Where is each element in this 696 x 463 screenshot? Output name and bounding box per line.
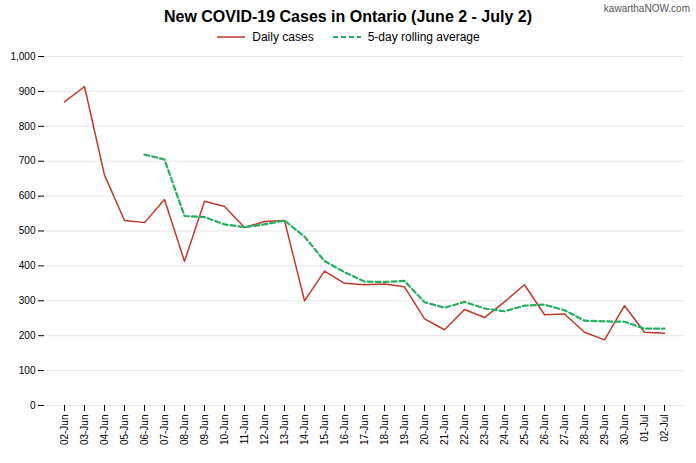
svg-text:700: 700 [19,155,36,166]
svg-text:900: 900 [19,86,36,97]
svg-text:04-Jun: 04-Jun [99,415,110,446]
svg-text:29-Jun: 29-Jun [599,415,610,446]
svg-text:13-Jun: 13-Jun [279,415,290,446]
svg-text:02-Jul: 02-Jul [659,415,670,442]
svg-text:200: 200 [19,330,36,341]
svg-text:15-Jun: 15-Jun [319,415,330,446]
svg-text:24-Jun: 24-Jun [499,415,510,446]
svg-text:26-Jun: 26-Jun [539,415,550,446]
svg-text:27-Jun: 27-Jun [559,415,570,446]
svg-text:22-Jun: 22-Jun [459,415,470,446]
svg-text:02-Jun: 02-Jun [59,415,70,446]
svg-text:06-Jun: 06-Jun [139,415,150,446]
svg-text:10-Jun: 10-Jun [219,415,230,446]
svg-text:18-Jun: 18-Jun [379,415,390,446]
svg-text:21-Jun: 21-Jun [439,415,450,446]
svg-text:25-Jun: 25-Jun [519,415,530,446]
svg-text:12-Jun: 12-Jun [259,415,270,446]
svg-text:11-Jun: 11-Jun [239,415,250,445]
svg-text:17-Jun: 17-Jun [359,415,370,446]
svg-text:100: 100 [19,365,36,376]
svg-text:20-Jun: 20-Jun [419,415,430,446]
svg-text:08-Jun: 08-Jun [179,415,190,446]
svg-text:01-Jul: 01-Jul [639,415,650,442]
html-text:5-day rolling average: 5-day rolling average [367,30,480,44]
html-text:New COVID-19 Cases in Ontario: New COVID-19 Cases in Ontario (June 2 - … [163,8,532,25]
svg-text:300: 300 [19,295,36,306]
svg-text:400: 400 [19,260,36,271]
svg-text:1,000: 1,000 [10,51,35,62]
svg-text:16-Jun: 16-Jun [339,415,350,446]
svg-text:30-Jun: 30-Jun [619,415,630,446]
svg-text:28-Jun: 28-Jun [579,415,590,446]
svg-text:14-Jun: 14-Jun [299,415,310,446]
svg-text:600: 600 [19,190,36,201]
svg-text:23-Jun: 23-Jun [479,415,490,446]
svg-text:800: 800 [19,121,36,132]
svg-text:05-Jun: 05-Jun [119,415,130,446]
html-text:Daily cases: Daily cases [252,30,314,44]
svg-text:09-Jun: 09-Jun [199,415,210,446]
svg-text:07-Jun: 07-Jun [159,415,170,446]
svg-text:19-Jun: 19-Jun [399,415,410,446]
svg-text:0: 0 [30,400,36,411]
svg-text:03-Jun: 03-Jun [79,415,90,446]
html-text:kawarthaNOW.com: kawarthaNOW.com [603,3,690,14]
svg-text:500: 500 [19,225,36,236]
